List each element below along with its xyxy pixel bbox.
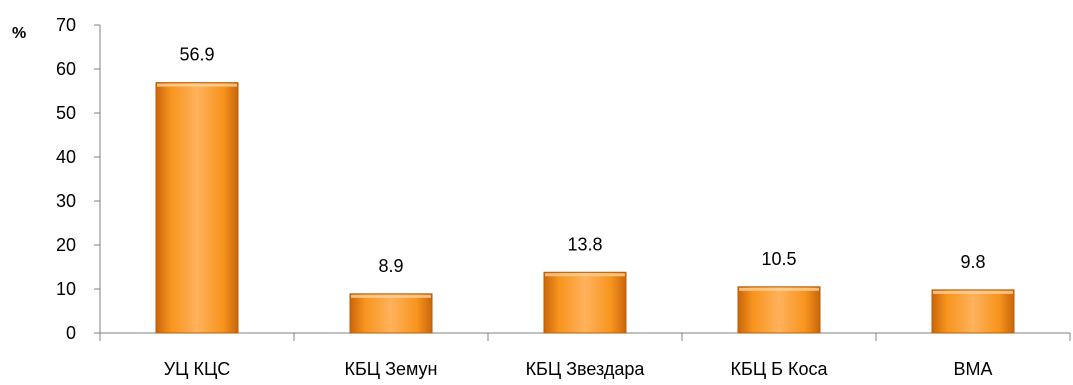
y-tick-label: 70 — [56, 15, 76, 35]
bar — [931, 289, 1015, 334]
bar-top-highlight — [157, 83, 237, 87]
bar-top-highlight — [351, 294, 431, 298]
bar — [737, 286, 821, 334]
y-tick-label: 60 — [56, 59, 76, 79]
bar — [349, 293, 433, 334]
x-category-label: КБЦ Б Коса — [731, 359, 829, 379]
y-tick-label: 50 — [56, 103, 76, 123]
y-tick-label: 10 — [56, 279, 76, 299]
x-category-label: ВМА — [953, 359, 992, 379]
bars: 56.9 8.9 13.8 10.5 9.8 — [155, 45, 1015, 334]
bar-value-label: 9.8 — [960, 252, 985, 272]
bar — [543, 271, 627, 334]
bar-top-highlight — [739, 287, 819, 291]
y-tick-label: 20 — [56, 235, 76, 255]
bar-value-label: 10.5 — [761, 249, 796, 269]
bar-top-highlight — [545, 273, 625, 277]
bar-top-highlight — [933, 290, 1013, 294]
x-axis: УЦ КЦС КБЦ Земун КБЦ Звездара КБЦ Б Коса ВМА — [99, 332, 1071, 379]
y-tick-label: 40 — [56, 147, 76, 167]
y-axis-unit-label: % — [12, 25, 26, 42]
bar-value-label: 8.9 — [378, 256, 403, 276]
y-tick-label: 0 — [66, 323, 76, 343]
x-category-label: КБЦ Земун — [344, 359, 437, 379]
x-category-label: КБЦ Звездара — [526, 359, 646, 379]
bar-value-label: 13.8 — [567, 234, 602, 254]
y-axis: 0 10 20 30 40 50 60 70 — [56, 15, 101, 343]
bar — [155, 82, 239, 334]
y-tick-label: 30 — [56, 191, 76, 211]
bar-value-label: 56.9 — [179, 45, 214, 65]
x-category-label: УЦ КЦС — [164, 359, 231, 379]
